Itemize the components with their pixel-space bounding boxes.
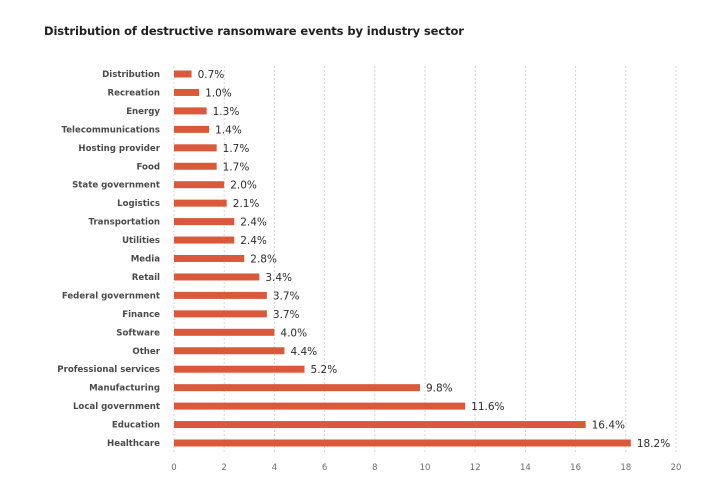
- x-tick-label: 18: [620, 463, 631, 473]
- value-label: 2.8%: [250, 254, 277, 266]
- x-tick-label: 4: [272, 463, 277, 473]
- x-axis-tick-labels: 0 2 4 6 8 10 12 14 16 18 20: [171, 463, 681, 473]
- x-tick-label: 12: [470, 463, 481, 473]
- value-label: 2.4%: [240, 235, 267, 247]
- bar: [174, 255, 245, 262]
- x-tick-label: 2: [221, 463, 226, 473]
- category-label: Manufacturing: [89, 384, 160, 394]
- value-label: 1.7%: [223, 143, 250, 155]
- bar: [174, 125, 210, 133]
- value-label: 3.7%: [273, 309, 300, 321]
- category-label: Retail: [132, 273, 160, 283]
- category-label: Local government: [73, 402, 160, 412]
- category-label: Finance: [122, 310, 160, 320]
- value-label: 2.1%: [233, 198, 260, 210]
- category-label: State government: [72, 181, 160, 191]
- value-label: 0.7%: [198, 69, 225, 81]
- category-label: Federal government: [62, 291, 160, 301]
- bar: [174, 236, 235, 244]
- bar: [174, 439, 631, 447]
- x-tick-label: 10: [420, 463, 431, 473]
- value-label: 5.2%: [311, 364, 338, 376]
- bar: [174, 291, 267, 299]
- category-labels: Distribution Recreation Energy Telecommunic…: [57, 70, 160, 449]
- bar: [174, 310, 267, 318]
- chart-title: Distribution of destructive ransomware e…: [44, 24, 464, 38]
- x-tick-label: 6: [322, 463, 327, 473]
- value-label: 3.4%: [265, 272, 292, 284]
- value-label: 4.4%: [290, 346, 317, 358]
- value-label: 18.2%: [637, 438, 670, 450]
- category-label: Other: [132, 347, 160, 357]
- x-tick-label: 14: [520, 463, 531, 473]
- value-label: 4.0%: [280, 327, 307, 339]
- bar: [174, 144, 217, 152]
- bar: [174, 328, 275, 336]
- bar: [174, 421, 586, 429]
- category-label: Software: [116, 328, 160, 338]
- category-label: Healthcare: [107, 439, 160, 449]
- bar: [174, 199, 227, 207]
- bar: [174, 70, 192, 78]
- category-label: Hosting provider: [78, 144, 160, 154]
- x-tick-label: 8: [372, 463, 377, 473]
- category-label: Telecommunications: [62, 125, 161, 135]
- bar: [174, 402, 466, 410]
- value-label: 16.4%: [592, 420, 625, 432]
- category-label: Energy: [126, 107, 160, 117]
- x-tick-label: 20: [671, 463, 682, 473]
- bar: [174, 273, 260, 281]
- value-label: 1.7%: [223, 161, 250, 173]
- value-label: 2.0%: [230, 180, 257, 192]
- category-label: Media: [131, 255, 160, 265]
- value-label: 1.4%: [215, 124, 242, 136]
- bar: [174, 162, 217, 170]
- value-label: 11.6%: [471, 401, 504, 413]
- value-labels: 0.7% 1.0% 1.3% 1.4% 1.7% 1.7% 2.0% 2.1% 2.4% 2.4%…: [198, 69, 671, 450]
- bar: [174, 107, 207, 115]
- category-label: Recreation: [108, 88, 160, 98]
- x-tick-label: 0: [171, 463, 176, 473]
- x-tick-label: 16: [570, 463, 581, 473]
- category-label: Logistics: [117, 199, 160, 209]
- value-label: 1.3%: [213, 106, 240, 118]
- bar: [174, 88, 200, 96]
- category-label: Distribution: [102, 70, 160, 80]
- category-label: Food: [137, 162, 160, 172]
- value-label: 1.0%: [205, 87, 232, 99]
- bars: [174, 70, 631, 447]
- category-label: Utilities: [122, 236, 160, 246]
- bar: [174, 384, 420, 392]
- category-label: Education: [112, 421, 160, 431]
- bar: [174, 181, 225, 189]
- value-label: 2.4%: [240, 217, 267, 229]
- category-label: Transportation: [89, 218, 160, 228]
- bar: [174, 347, 285, 355]
- category-label: Professional services: [57, 365, 160, 375]
- value-label: 3.7%: [273, 290, 300, 302]
- value-label: 9.8%: [426, 383, 453, 395]
- bar: [174, 218, 235, 226]
- bar: [174, 365, 305, 373]
